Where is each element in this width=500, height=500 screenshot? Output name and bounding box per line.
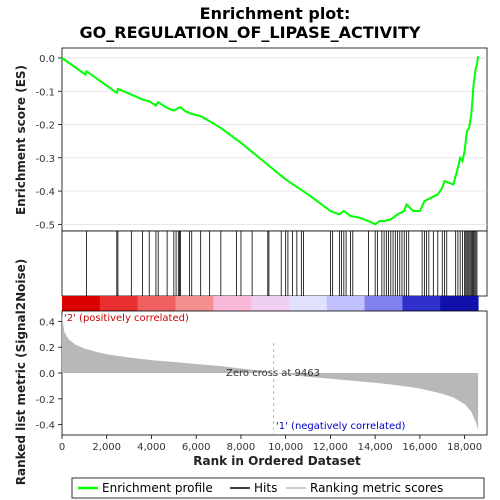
x-tick-label: 14,000	[358, 442, 393, 453]
colorbar-segment	[288, 296, 328, 311]
colorbar-segment	[402, 296, 441, 311]
x-tick-label: 18,000	[447, 442, 482, 453]
metric-y-tick-label: 0.4	[39, 317, 55, 328]
colorbar-segment	[326, 296, 366, 311]
ranking-metric-area	[62, 314, 479, 430]
es-y-axis: 0.0 -0.1 -0.2 -0.3 -0.4 -0.5	[35, 54, 62, 231]
x-tick-label: 10,000	[268, 442, 303, 453]
es-y-tick-label: -0.4	[35, 187, 55, 198]
x-tick-label: 6,000	[182, 442, 211, 453]
x-tick-label: 0	[59, 442, 65, 453]
x-tick-label: 4,000	[137, 442, 166, 453]
colorbar-segment	[213, 296, 252, 311]
legend-metric-label: Ranking metric scores	[310, 481, 443, 495]
colorbar-segment	[62, 296, 101, 311]
chart-title-line2: GO_REGULATION_OF_LIPASE_ACTIVITY	[80, 23, 421, 42]
x-axis-label: Rank in Ordered Dataset	[193, 454, 361, 468]
es-y-axis-label: Enrichment score (ES)	[14, 65, 28, 215]
es-panel-frame	[61, 47, 488, 232]
colorbar-segment	[251, 296, 290, 311]
hits-markers	[86, 231, 478, 296]
positive-correlation-label: '2' (positively correlated)	[64, 313, 189, 324]
x-tick-label: 2,000	[92, 442, 121, 453]
x-tick-label: 16,000	[402, 442, 437, 453]
es-y-tick-label: -0.1	[35, 87, 55, 98]
es-y-tick-label: 0.0	[39, 54, 55, 65]
x-tick-label: 12,000	[313, 442, 348, 453]
es-y-tick-label: -0.2	[35, 121, 55, 132]
metric-y-tick-label: -0.2	[35, 395, 55, 406]
es-grid	[62, 57, 487, 225]
metric-y-tick-label: 0.2	[39, 343, 55, 354]
es-y-tick-label: -0.3	[35, 154, 55, 165]
zero-cross-label: Zero cross at 9463	[226, 368, 320, 379]
hits-panel-frame	[61, 230, 488, 297]
enrichment-profile-line	[61, 56, 480, 226]
colorbar-segment	[364, 296, 403, 311]
metric-y-tick-label: 0.0	[39, 369, 55, 380]
colorbar-segment	[137, 296, 176, 311]
es-y-tick-label: -0.5	[35, 220, 55, 231]
legend-enrichment-label: Enrichment profile	[102, 481, 213, 495]
chart-title-line1: Enrichment plot:	[200, 4, 351, 23]
ranking-colorbar	[62, 296, 479, 311]
negative-correlation-label: '1' (negatively correlated)	[276, 421, 405, 432]
x-tick-label: 8,000	[227, 442, 256, 453]
legend-hits-label: Hits	[254, 481, 277, 495]
colorbar-segment	[175, 296, 214, 311]
colorbar-segment	[440, 296, 479, 311]
legend-box	[71, 477, 485, 499]
colorbar-segment	[99, 296, 139, 311]
metric-y-axis-label: Ranked list metric (Signal2Noise)	[14, 259, 28, 486]
metric-y-axis: 0.4 0.2 0.0 -0.2 -0.4	[35, 317, 62, 432]
metric-x-axis: 0 2,000 4,000 6,000 8,000 10,000 12,000 14,000 1…	[59, 435, 482, 453]
metric-y-tick-label: -0.4	[35, 421, 55, 432]
